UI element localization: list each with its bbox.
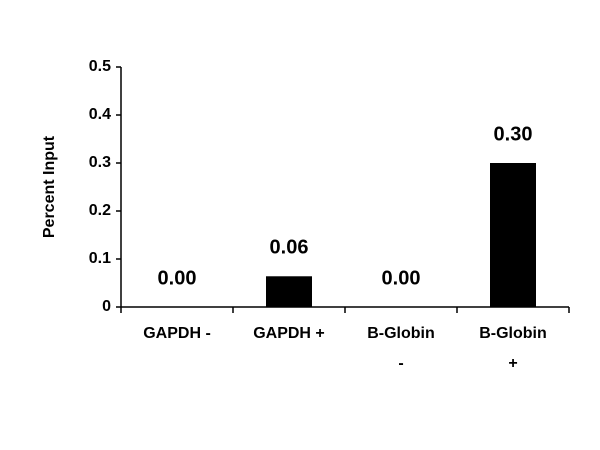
y-tick-label: 0 xyxy=(102,298,111,315)
value-label: 0.00 xyxy=(382,267,421,289)
x-tick-label-box: B-Globin - xyxy=(367,325,435,372)
y-tick-label: 0.3 xyxy=(89,154,111,171)
bar xyxy=(266,276,312,307)
y-axis-label: Percent Input xyxy=(41,135,58,238)
y-tick-label: 0.1 xyxy=(89,250,111,267)
x-tick-label-box: GAPDH - xyxy=(143,325,211,342)
bar xyxy=(490,163,536,307)
x-tick-label: B-Globin - xyxy=(367,325,435,372)
x-tick-label-box: B-Globin + xyxy=(479,325,547,372)
x-tick-label: GAPDH + xyxy=(253,325,325,342)
y-tick-label: 0.2 xyxy=(89,202,111,219)
y-tick-label: 0.4 xyxy=(89,106,111,123)
value-label: 0.30 xyxy=(494,123,533,145)
y-tick-label: 0.5 xyxy=(89,58,111,75)
value-label: 0.00 xyxy=(158,267,197,289)
x-tick-label: GAPDH - xyxy=(143,325,211,342)
value-label: 0.06 xyxy=(270,237,309,259)
x-tick-label-box: GAPDH + xyxy=(253,325,325,342)
x-tick-label: B-Globin + xyxy=(479,325,547,372)
